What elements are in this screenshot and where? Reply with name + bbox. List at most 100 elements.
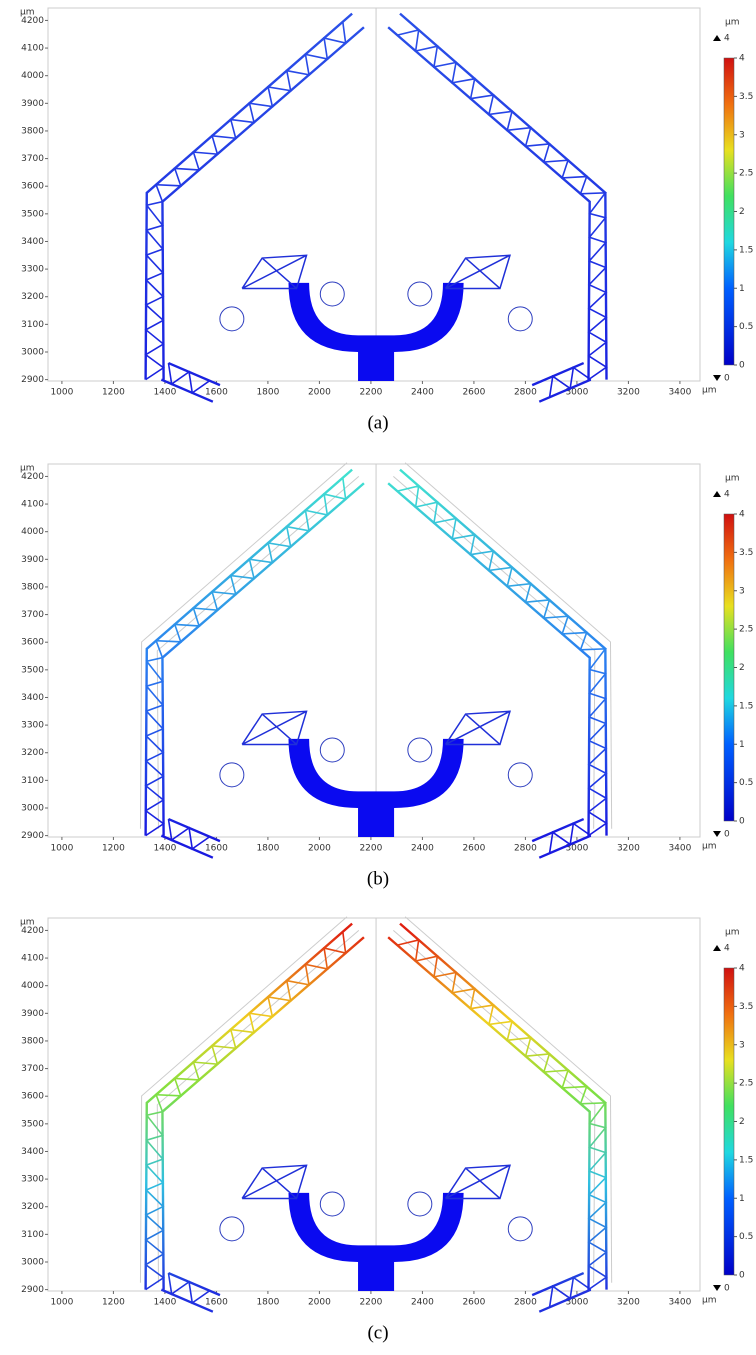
colorbar-tick-label: 2 (739, 1117, 745, 1127)
truss-edge (167, 1271, 221, 1297)
panel-label: (c) (367, 1322, 388, 1343)
colorbar (723, 967, 735, 1276)
panel: 1000 1200 1400 1600 1800 2000 2200 2400 2600 2800… (20, 7, 753, 433)
x-tick-label: 1000 (50, 1298, 73, 1308)
truss-edge (139, 916, 348, 1283)
colorbar-unit: μm (725, 474, 740, 484)
truss-edge (538, 834, 592, 859)
x-tick-label: 2800 (514, 388, 537, 398)
x-tick-label: 3400 (668, 844, 691, 854)
truss-web (144, 21, 347, 381)
truss-edge (393, 929, 596, 1283)
colorbar-tick-label: 2 (739, 207, 745, 217)
truss-edge (404, 916, 613, 1283)
truss-edge (139, 462, 348, 829)
truss-edge (531, 361, 585, 387)
truss-web (397, 484, 608, 837)
y-tick-label: 2900 (21, 1285, 44, 1295)
hinge-circle (219, 1216, 245, 1242)
y-tick-label: 2900 (21, 375, 44, 385)
lattice (444, 710, 511, 746)
y-unit: μm (20, 464, 35, 474)
colorbar-tick-label: 3 (739, 586, 745, 596)
colorbar-tick-label: 1 (739, 284, 745, 294)
hinge-circle (319, 281, 345, 307)
panel: 1000 1200 1400 1600 1800 2000 2200 2400 2600 2800… (20, 916, 753, 1343)
y-tick-label: 4000 (21, 527, 44, 537)
y-tick-label: 4000 (21, 71, 44, 81)
y-tick-label: 3000 (21, 347, 44, 357)
x-tick-label: 2200 (359, 1298, 382, 1308)
colorbar-tick-label: 4 (739, 510, 745, 520)
x-tick-label: 2400 (411, 388, 434, 398)
min-marker (713, 1285, 721, 1291)
y-tick-label: 3300 (21, 265, 44, 275)
x-tick-label: 1800 (256, 388, 279, 398)
truss-edge (160, 1288, 214, 1313)
x-tick-label: 1200 (102, 388, 125, 398)
lattice (241, 254, 308, 290)
y-tick-label: 3200 (21, 1202, 44, 1212)
hinge-circle (219, 306, 245, 332)
x-tick-label: 1800 (256, 844, 279, 854)
x-tick-label: 2200 (359, 844, 382, 854)
x-tick-label: 3200 (617, 1298, 640, 1308)
x-tick-label: 1000 (50, 388, 73, 398)
x-tick-label: 1400 (153, 1298, 176, 1308)
truss-edge (538, 378, 592, 403)
truss-web (548, 822, 592, 854)
colorbar-tick-label: 2.5 (739, 625, 753, 635)
x-tick-label: 1200 (102, 1298, 125, 1308)
x-tick-label: 2000 (308, 388, 331, 398)
colorbar-tick-label: 3 (739, 130, 745, 140)
y-tick-label: 3900 (21, 99, 44, 109)
panel: 1000 1200 1400 1600 1800 2000 2200 2400 2600 2800… (20, 462, 753, 889)
colorbar-tick-label: 0.5 (739, 322, 753, 332)
truss-edge (387, 936, 591, 1290)
truss-edge (393, 475, 596, 829)
lattice (241, 1164, 308, 1200)
hinge-circle (507, 306, 533, 332)
colorbar-tick-label: 3 (739, 1040, 745, 1050)
x-tick-label: 1800 (256, 1298, 279, 1308)
colorbar-unit: μm (725, 928, 740, 938)
colorbar-tick-label: 2 (739, 663, 745, 673)
y-tick-label: 3300 (21, 721, 44, 731)
x-unit: μm (702, 1296, 717, 1306)
y-tick-label: 3700 (21, 154, 44, 164)
y-tick-label: 3100 (21, 776, 44, 786)
truss-edge (531, 817, 585, 843)
x-tick-label: 1200 (102, 844, 125, 854)
truss-web (167, 1272, 211, 1305)
x-tick-label: 3000 (565, 1298, 588, 1308)
y-tick-label: 3400 (21, 1147, 44, 1157)
y-tick-label: 4100 (21, 500, 44, 510)
min-marker (713, 831, 721, 837)
colorbar-tick-label: 1.5 (739, 245, 753, 255)
y-tick-label: 3000 (21, 1257, 44, 1267)
y-tick-label: 3000 (21, 803, 44, 813)
y-tick-label: 3100 (21, 1230, 44, 1240)
x-tick-label: 1000 (50, 844, 73, 854)
hinge-circle (407, 737, 433, 763)
colorbar-tick-label: 4 (739, 964, 745, 974)
x-tick-label: 2600 (462, 1298, 485, 1308)
stem (358, 807, 395, 837)
x-tick-label: 2200 (359, 388, 382, 398)
x-tick-label: 2000 (308, 1298, 331, 1308)
truss-web (548, 366, 592, 398)
y-tick-label: 4200 (21, 926, 44, 936)
x-tick-label: 1600 (205, 388, 228, 398)
truss-edge (144, 12, 353, 380)
y-tick-label: 4200 (21, 16, 44, 26)
truss-web (397, 28, 608, 381)
colorbar-tick-label: 3.5 (739, 548, 753, 558)
y-tick-label: 3200 (21, 748, 44, 758)
x-tick-label: 1400 (153, 844, 176, 854)
x-tick-label: 2400 (411, 1298, 434, 1308)
hinge-circle (319, 737, 345, 763)
colorbar-tick-label: 0.5 (739, 1232, 753, 1242)
truss-edge (167, 361, 221, 387)
x-tick-label: 1600 (205, 1298, 228, 1308)
